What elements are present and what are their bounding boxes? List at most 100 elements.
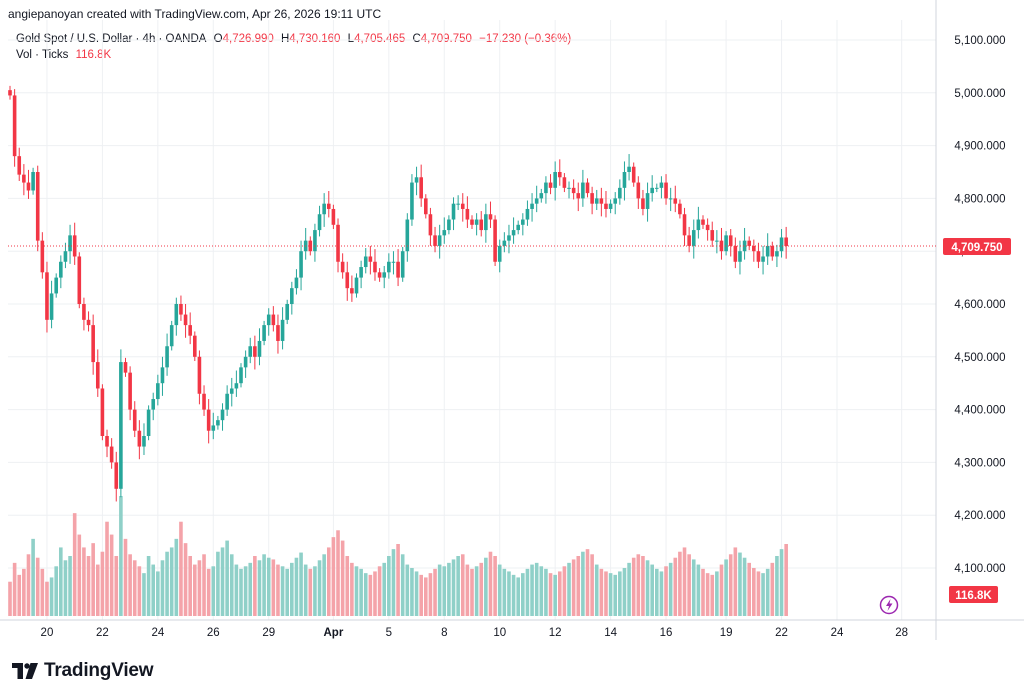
candle-body [40,240,45,273]
volume-bar [193,564,197,616]
volume-bar [608,573,613,616]
candle-body [206,409,211,431]
time-tick-label: 28 [895,627,908,639]
time-tick-label: 22 [775,627,788,639]
candle-body [363,256,368,268]
volume-bar [151,564,156,616]
volume-bar [294,557,299,616]
volume-bar [594,564,599,616]
candle-body [317,214,322,231]
open-value: 4,726.990 [222,33,274,45]
volume-bar [618,571,622,616]
volume-bar [419,574,423,616]
volume-bar [747,562,751,616]
candle-body [627,166,631,172]
volume-bar [691,559,696,616]
candle-body [576,193,581,199]
volume-bar [442,566,447,616]
volume-bar [539,566,544,616]
candle-body [193,335,197,357]
candle-body [359,267,363,278]
candle-body [742,240,747,252]
brand: TradingView [12,660,154,682]
candle-body [336,224,340,262]
volume-bar [68,556,72,616]
candle-body [132,409,137,431]
candle-body [668,198,673,200]
volume-bar [678,551,682,616]
candle-body [571,187,576,194]
lightning-icon[interactable] [879,595,899,615]
volume-bar [641,556,645,616]
candle-body [641,198,645,209]
volume-bar [363,573,368,616]
volume-bar [613,574,618,616]
candle-body [326,203,331,209]
candle-body [659,182,664,188]
price-tick-label: 4,400.000 [954,405,1005,417]
volume-bar [391,549,396,616]
tradingview-logo-icon [12,663,38,679]
candle-body [22,174,26,183]
last-price-badge-text: 4,709.750 [951,242,1002,254]
volume-bar [59,547,63,616]
candle-body [752,245,756,252]
candle-body [701,219,705,225]
volume-bar [95,564,100,616]
volume-label[interactable]: Vol · Ticks [16,49,69,61]
candle-body [585,182,590,194]
volume-bar [299,552,303,616]
candle-body [49,293,54,320]
volume-bar [424,577,428,616]
volume-bar [571,559,576,616]
volume-bar [188,556,192,616]
candle-body [308,240,313,252]
candle-body [733,245,738,262]
volume-bar [156,571,160,616]
candle-body [645,193,650,209]
volume-bar [290,562,294,616]
time-tick-label: 22 [96,627,109,639]
candle-body [696,219,701,231]
symbol-label[interactable]: Gold Spot / U.S. Dollar · 4h · OANDA [16,33,207,45]
candle-body [160,367,165,384]
volume-bar [8,581,12,616]
volume-bar [17,574,22,616]
volume-bar [72,513,77,616]
candle-body [54,277,58,294]
candle-body [174,304,179,326]
candle-body [12,95,17,157]
candle-body [354,277,359,294]
candle-body [128,372,132,410]
volume-bar [160,560,165,616]
volume-bar [377,566,382,616]
volume-bar [447,562,451,616]
volume-bar [253,556,257,616]
candle-body [82,304,86,320]
volume-bar [142,573,146,616]
price-axis[interactable]: 4,100.000 4,200.000 4,300.000 4,400.000 4,50… [954,35,1005,575]
volume-bar [451,559,456,616]
volume-bar [493,556,497,616]
volume-bar [775,556,779,616]
candle-body [165,346,169,368]
volume-bar [604,571,608,616]
candle-body [95,362,100,389]
candle-body [123,362,128,373]
candle-body [650,187,654,194]
candle-body [594,198,599,204]
volume-bar [728,554,733,616]
volume-bar [225,540,229,616]
candle-body [142,436,146,447]
candle-body [738,251,742,262]
candle-body [391,261,396,263]
candle-body [502,240,507,246]
time-axis[interactable]: 20 22 24 26 29 Apr 5 8 10 12 14 16 19 22 24 28 [41,627,908,639]
candle-body [253,346,257,357]
candle-body [68,235,72,252]
candle-body [229,388,234,394]
volume-bar [132,560,137,616]
candle-body [156,383,160,400]
candle-body [484,214,488,231]
